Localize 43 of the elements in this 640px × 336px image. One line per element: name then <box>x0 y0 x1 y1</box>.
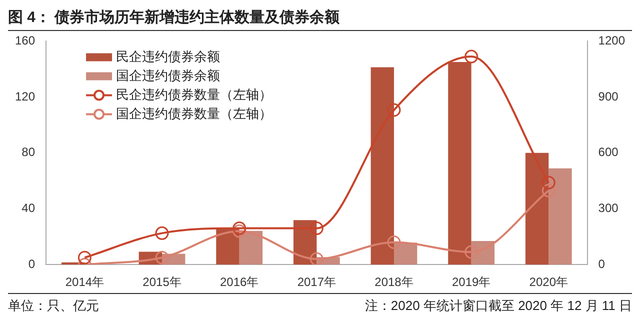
point <box>232 222 246 236</box>
y2-tick-label: 1200 <box>598 34 626 48</box>
y2-tick-label: 900 <box>598 89 619 104</box>
legend-label: 民企违约债券数量（左轴） <box>116 86 272 102</box>
x-tick-label: 2015年 <box>142 275 182 290</box>
bar <box>548 168 572 265</box>
y-tick-label: 40 <box>22 201 36 216</box>
x-tick-label: 2014年 <box>65 275 104 290</box>
text: 单位：只、亿元 <box>8 297 99 315</box>
bar <box>394 242 418 265</box>
point <box>542 176 556 190</box>
y-tick-label: 80 <box>22 145 36 160</box>
y-tick-label: 0 <box>28 256 36 271</box>
point <box>542 184 556 198</box>
y2-tick-label: 0 <box>598 256 606 271</box>
bar <box>370 67 394 265</box>
point <box>232 224 246 238</box>
point <box>464 245 478 259</box>
point <box>155 250 169 264</box>
x-tick-label: 2020年 <box>529 275 568 290</box>
y2-tick-label: 600 <box>598 145 619 160</box>
x-tick-label: 2016年 <box>220 275 259 290</box>
bar <box>448 62 472 265</box>
legend-label: 民企违约债券余额 <box>116 48 220 64</box>
point <box>310 252 324 265</box>
legend-label: 国企违约债券数量（左轴） <box>116 106 272 121</box>
point <box>155 226 169 240</box>
x-tick-label: 2019年 <box>452 275 491 290</box>
legend-label: 国企违约债券余额 <box>116 68 220 83</box>
x-tick-label: 2018年 <box>374 275 414 290</box>
point <box>387 236 401 250</box>
chart-title: 图 4： 债券市场历年新增违约主体数量及债券余额 <box>8 8 632 31</box>
y2-tick-label: 300 <box>598 201 619 216</box>
point <box>387 103 401 117</box>
bar <box>239 230 263 265</box>
point <box>78 250 92 264</box>
x-tick-label: 2017年 <box>297 275 336 290</box>
y-tick-label: 120 <box>14 89 36 104</box>
point <box>310 222 324 236</box>
point <box>464 50 478 64</box>
bar <box>525 152 549 265</box>
text: 注：2020 年统计窗口截至 2020 年 12 月 11 日 <box>364 297 632 315</box>
y-tick-label: 160 <box>14 34 36 48</box>
